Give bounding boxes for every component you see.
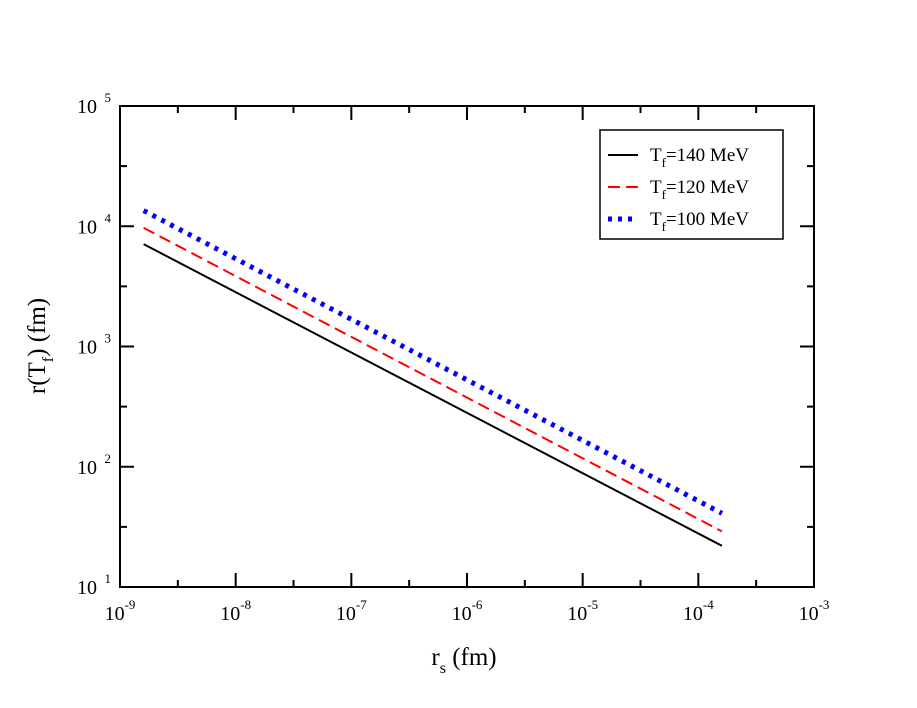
y-tick-label: 10 4 [77, 210, 112, 238]
x-axis-title-main: r [431, 644, 440, 671]
legend: Tf=140 MeV Tf=120 MeV Tf=100 MeV [599, 129, 784, 240]
x-axis-title-tail: (fm) [446, 644, 497, 671]
x-tick-label: 10-9 [105, 597, 136, 625]
legend-label-1: Tf=140 MeV [650, 145, 749, 170]
legend-label-2: Tf=120 MeV [650, 177, 749, 202]
x-axis-tick-labels: 10-9 10-8 10-7 10-6 10-5 10-4 10-3 [105, 597, 830, 625]
y-axis-title-main: r(T [24, 362, 51, 394]
x-tick-label: 10-4 [683, 597, 714, 625]
series-line-2 [143, 226, 723, 533]
series-lines [142, 208, 724, 547]
y-tick-label: 10 1 [77, 571, 111, 599]
y-axis-title-tail: ) (fm) [24, 298, 51, 357]
y-tick-label: 10 3 [77, 331, 111, 359]
y-axis-title: r(Tf) (fm) [24, 298, 57, 394]
x-tick-label: 10-5 [567, 597, 598, 625]
axis-ticks [119, 105, 815, 588]
legend-label-3: Tf=100 MeV [650, 209, 749, 234]
y-tick-label: 10 2 [77, 451, 111, 479]
x-tick-label: 10-8 [220, 597, 251, 625]
x-axis-title-sub: s [440, 660, 446, 677]
y-tick-label: 10 5 [77, 90, 111, 118]
y-axis-title-sub: f [40, 356, 57, 362]
x-tick-label: 10-3 [799, 597, 830, 625]
series-line-1 [143, 243, 723, 547]
legend-items: Tf=140 MeV Tf=120 MeV Tf=100 MeV [608, 145, 749, 234]
series-line-3 [142, 208, 724, 516]
x-tick-label: 10-6 [452, 597, 483, 625]
x-axis-title: rs (fm) [431, 644, 496, 677]
x-tick-label: 10-7 [336, 597, 367, 625]
